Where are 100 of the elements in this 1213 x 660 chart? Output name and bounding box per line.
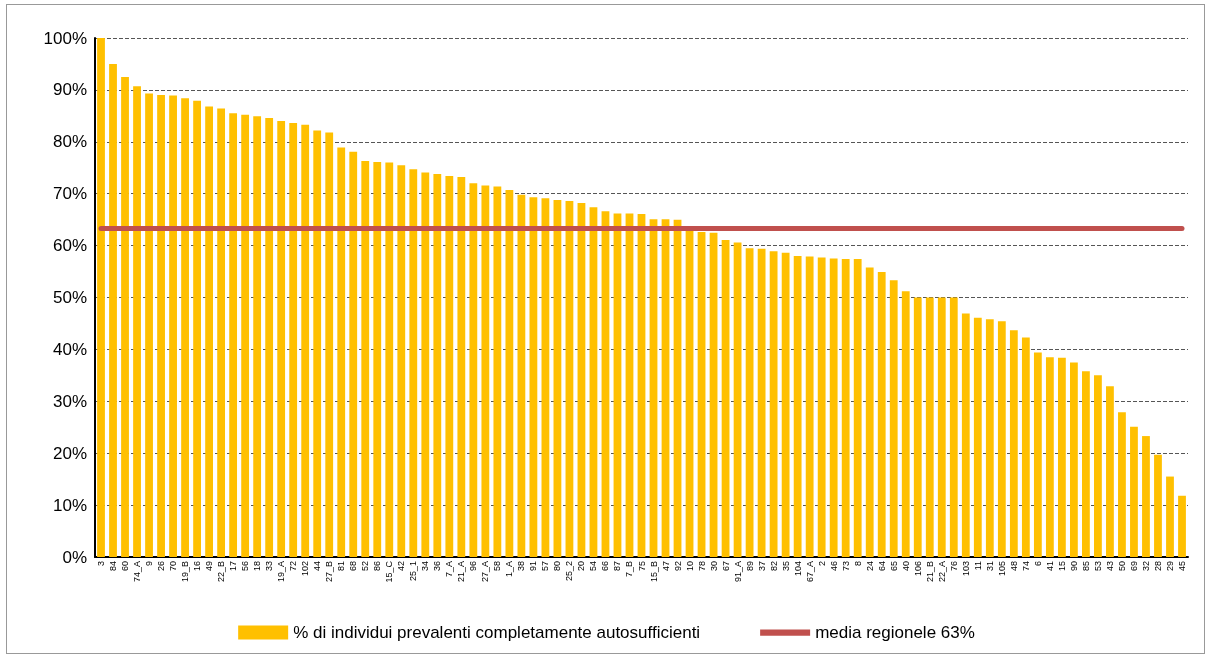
bar [493, 186, 502, 557]
legend-label: media regionele 63% [815, 623, 975, 642]
bar [121, 76, 129, 557]
bar [481, 185, 490, 557]
x-tick-label: 1_A [504, 561, 515, 578]
bar [913, 297, 922, 557]
x-tick-label: 24 [864, 561, 875, 572]
x-tick-label: 49 [204, 561, 215, 572]
x-tick-label: 26 [156, 561, 167, 572]
bar [277, 121, 286, 557]
legend-label: % di individui prevalenti completamente autosufficienti [293, 623, 701, 642]
x-tick-label: 47 [660, 561, 671, 572]
bar [853, 259, 862, 557]
bar [889, 280, 898, 557]
bar [253, 116, 262, 557]
x-tick-label: 25_1 [408, 561, 419, 582]
x-tick-label: 29 [1164, 561, 1175, 572]
x-tick-label: 91 [528, 561, 539, 572]
bar [409, 169, 418, 557]
x-tick-label: 86 [372, 561, 383, 572]
bar [1166, 476, 1174, 557]
x-tick-label: 85 [1080, 561, 1091, 572]
x-tick-label: 105 [996, 561, 1007, 577]
x-tick-label: 20 [576, 561, 587, 572]
x-tick-label: 80 [552, 561, 563, 572]
x-tick-label: 36 [432, 561, 443, 572]
x-tick-label: 44 [312, 561, 323, 572]
bar [769, 251, 778, 557]
x-tick-label: 87 [612, 561, 623, 572]
x-tick-label: 67 [720, 561, 731, 572]
x-tick-label: 8 [852, 561, 863, 567]
bar [445, 176, 454, 557]
bar [793, 255, 802, 557]
bar [205, 106, 214, 557]
x-tick-label: 91_A [732, 561, 743, 583]
bar [193, 100, 201, 557]
bar [229, 113, 238, 557]
bar [1033, 352, 1042, 557]
x-tick-label: 16 [192, 561, 203, 572]
x-tick-label: 2 [816, 561, 827, 567]
bar [1130, 426, 1138, 557]
x-tick-label: 73 [840, 561, 851, 572]
x-tick-label: 35 [780, 561, 791, 572]
bar [685, 231, 694, 557]
x-tick-label: 46 [828, 561, 839, 572]
x-tick-label: 65 [888, 561, 899, 572]
bar [997, 321, 1006, 557]
y-tick-label: 30% [52, 391, 87, 411]
x-tick-label: 74_A [132, 561, 143, 583]
x-tick-label: 69 [1128, 561, 1139, 572]
bar [1045, 357, 1054, 557]
bar [985, 319, 994, 557]
bar [133, 86, 141, 557]
x-tick-label: 75 [636, 561, 647, 572]
x-tick-label: 78 [696, 561, 707, 572]
bar [505, 190, 514, 557]
x-tick-label: 40 [900, 561, 911, 572]
x-tick-label: 6 [1032, 561, 1043, 567]
bar [373, 162, 382, 557]
bar [841, 259, 850, 557]
bar [1069, 362, 1078, 557]
x-tick-label: 18 [252, 561, 263, 572]
x-tick-label: 84 [108, 561, 119, 572]
x-tick-label: 58 [492, 561, 503, 572]
bar [169, 95, 177, 557]
x-tick-label: 82 [768, 561, 779, 572]
y-tick-label: 90% [52, 80, 87, 100]
x-tick-label: 28 [1152, 561, 1163, 572]
bar [337, 147, 346, 557]
x-tick-label: 52 [360, 561, 371, 572]
x-tick-label: 72 [288, 561, 299, 572]
bar [517, 194, 526, 557]
bar [421, 172, 430, 557]
x-tick-label: 64 [876, 561, 887, 572]
bar [709, 232, 718, 557]
bar [901, 291, 910, 557]
x-tick-label: 19_B [180, 561, 191, 583]
x-tick-label: 81 [336, 561, 347, 572]
x-tick-label: 57 [540, 561, 551, 572]
bar [313, 130, 322, 557]
bar [241, 114, 250, 557]
x-tick-label: 15_C [384, 560, 395, 583]
bar [1021, 337, 1030, 557]
x-tick-label: 32 [1140, 561, 1151, 572]
bar [961, 313, 970, 557]
bar [937, 297, 946, 557]
x-tick-label: 42 [396, 561, 407, 572]
x-tick-label: 53 [1092, 561, 1103, 572]
bar [1009, 330, 1018, 557]
x-tick-label: 68 [348, 561, 359, 572]
x-tick-label: 89 [744, 561, 755, 572]
x-tick-label: 45 [1176, 561, 1187, 572]
bar [973, 317, 982, 557]
bar [1106, 386, 1114, 557]
x-tick-label: 38 [516, 561, 527, 572]
y-tick-label: 80% [52, 132, 87, 152]
x-tick-label: 34 [420, 561, 431, 572]
x-tick-label: 21_B [924, 561, 935, 583]
bar [865, 267, 874, 557]
x-tick-label: 9 [144, 561, 155, 567]
